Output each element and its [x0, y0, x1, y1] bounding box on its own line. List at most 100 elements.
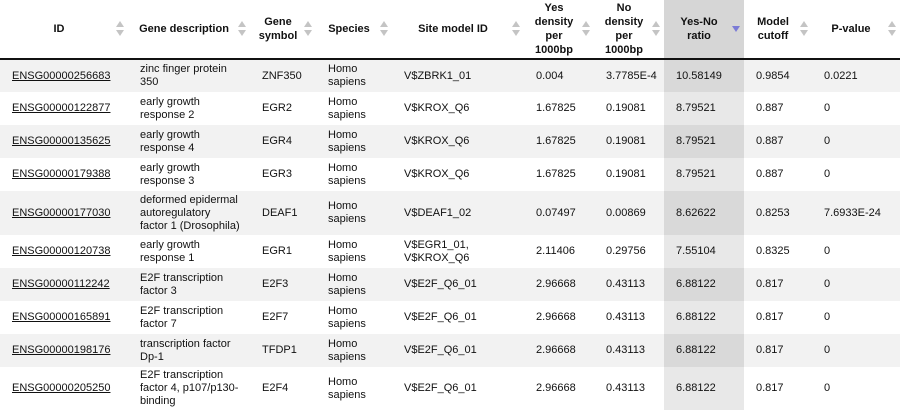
- site-model-id-cell: V$KROX_Q6: [392, 125, 524, 158]
- column-header-species[interactable]: Species: [316, 0, 392, 60]
- column-header-gene-description[interactable]: Gene description: [128, 0, 250, 60]
- gene-symbol-cell: TFDP1: [262, 344, 297, 356]
- id-cell: ENSG00000120738: [0, 235, 128, 268]
- site-model-id-line: V$EGR1_01,: [404, 238, 469, 251]
- p-value-cell: 0.0221: [824, 69, 858, 82]
- table-row: ENSG00000205250 E2F transcription factor 4…: [0, 367, 900, 410]
- gene-description-line: response 4: [140, 141, 195, 154]
- sort-icon: [652, 21, 660, 37]
- header-label: Gene description: [139, 23, 229, 35]
- p-value-cell: 0: [824, 102, 831, 114]
- gene-id-link[interactable]: ENSG00000112242: [12, 278, 110, 290]
- gene-id-link[interactable]: ENSG00000135625: [12, 135, 111, 147]
- p-value-cell: 0: [824, 382, 831, 394]
- gene-symbol-cell: EGR2: [262, 102, 292, 114]
- gene-id-link[interactable]: ENSG00000256683: [12, 69, 111, 82]
- model-cutoff-cell: 0.8253: [756, 206, 790, 219]
- p-value-cell: 0: [824, 311, 831, 323]
- no-density-cell: 0.19081: [606, 102, 646, 114]
- species-line: sapiens: [328, 213, 366, 225]
- species-cell: Homo sapiens: [316, 334, 392, 367]
- gene-id-link[interactable]: ENSG00000122877: [12, 102, 111, 114]
- species-cell: Homo sapiens: [316, 92, 392, 125]
- table-row: ENSG00000112242 E2F transcription factor 3…: [0, 268, 900, 301]
- column-header-site-model-id[interactable]: Site model ID: [392, 0, 524, 60]
- gene-description-line: factor 4, p107/p130-: [140, 382, 239, 394]
- gene-description-line: early growth: [140, 128, 200, 141]
- yes-density-cell: 2.11406: [536, 245, 575, 257]
- model-cutoff-cell: 0.8325: [756, 245, 790, 257]
- gene-id-link[interactable]: ENSG00000120738: [12, 245, 111, 257]
- column-header-p-value[interactable]: P-value: [812, 0, 900, 60]
- no-density-cell: 3.7785E-4: [606, 69, 657, 82]
- p-value-cell: 0: [824, 168, 831, 180]
- header-label: symbol: [258, 30, 298, 42]
- header-label: Site model ID: [418, 23, 488, 35]
- species-line: Homo: [328, 337, 358, 350]
- column-header-model-cutoff[interactable]: Model cutoff: [744, 0, 812, 60]
- gene-description-cell: E2F transcription factor 7: [128, 301, 250, 334]
- id-cell: ENSG00000256683: [0, 59, 128, 92]
- site-model-id-cell: V$ZBRK1_01: [392, 59, 524, 92]
- p-value-cell: 0: [824, 135, 831, 147]
- gene-id-link[interactable]: ENSG00000179388: [12, 168, 111, 180]
- column-header-gene-symbol[interactable]: Gene symbol: [250, 0, 316, 60]
- sort-icon: [582, 21, 590, 37]
- species-line: sapiens: [328, 388, 366, 401]
- species-line: Homo: [328, 271, 358, 284]
- gene-description-line: E2F transcription: [140, 304, 224, 317]
- gene-description-line: early growth: [140, 161, 200, 174]
- site-model-id-line: V$DEAF1_02: [404, 206, 472, 219]
- gene-description-line: E2F transcription: [140, 369, 224, 381]
- species-cell: Homo sapiens: [316, 367, 392, 410]
- table-row: ENSG00000165891 E2F transcription factor 7…: [0, 301, 900, 334]
- sort-icon: [888, 21, 896, 37]
- column-header-yes-no-ratio[interactable]: Yes-No ratio: [664, 0, 744, 60]
- header-label: P-value: [831, 23, 871, 35]
- gene-symbol-cell: EGR1: [262, 245, 292, 257]
- model-cutoff-cell: 0.817: [756, 311, 784, 323]
- gene-description-line: zinc finger protein: [140, 63, 227, 75]
- species-line: sapiens: [328, 76, 366, 88]
- species-line: Homo: [328, 375, 358, 388]
- species-line: sapiens: [328, 251, 366, 264]
- column-header-no-density[interactable]: No density per 1000bp: [594, 0, 664, 60]
- gene-description-cell: early growth response 4: [128, 125, 250, 158]
- yes-density-cell: 2.96668: [536, 278, 576, 290]
- table-row: ENSG00000179388 early growth response 3 EGR…: [0, 158, 900, 191]
- no-density-cell: 0.00869: [606, 206, 646, 219]
- sort-icon: [380, 21, 388, 37]
- column-header-yes-density[interactable]: Yes density per 1000bp: [524, 0, 594, 60]
- gene-symbol-cell: EGR4: [262, 135, 292, 147]
- header-label: Gene: [264, 16, 292, 28]
- header-label: per: [615, 30, 633, 42]
- gene-description-line: E2F transcription: [140, 271, 224, 284]
- gene-symbol-cell: E2F4: [262, 382, 289, 394]
- gene-description-line: response 2: [140, 108, 195, 121]
- header-label: Yes-No: [680, 16, 718, 28]
- header-label: No: [616, 2, 632, 14]
- table-row: ENSG00000122877 early growth response 2 EGR…: [0, 92, 900, 125]
- header-label: ID: [53, 23, 65, 35]
- gene-id-link[interactable]: ENSG00000177030: [12, 206, 111, 219]
- table-row: ENSG00000256683 zinc finger protein 350 ZNF…: [0, 59, 900, 92]
- gene-description-line: Dp-1: [140, 350, 164, 363]
- gene-id-link[interactable]: ENSG00000198176: [12, 344, 111, 356]
- header-label: 1000bp: [605, 44, 643, 56]
- gene-description-line: response 1: [140, 251, 195, 264]
- site-model-id-cell: V$EGR1_01, V$KROX_Q6: [392, 235, 524, 268]
- gene-symbol-cell: EGR3: [262, 168, 292, 180]
- gene-symbol-cell: E2F3: [262, 278, 289, 290]
- species-line: Homo: [328, 95, 358, 108]
- no-density-cell: 0.43113: [606, 311, 645, 323]
- yes-no-ratio-cell: 6.88122: [664, 268, 744, 301]
- header-label: per: [545, 30, 563, 42]
- yes-density-cell: 0.004: [536, 69, 564, 82]
- no-density-cell: 0.19081: [606, 135, 646, 147]
- gene-id-link[interactable]: ENSG00000165891: [12, 311, 111, 323]
- id-cell: ENSG00000198176: [0, 334, 128, 367]
- no-density-cell: 0.43113: [606, 382, 645, 394]
- column-header-id[interactable]: ID: [0, 0, 128, 60]
- gene-id-link[interactable]: ENSG00000205250: [12, 382, 111, 394]
- table-row: ENSG00000177030 deformed epidermal autoreg…: [0, 191, 900, 235]
